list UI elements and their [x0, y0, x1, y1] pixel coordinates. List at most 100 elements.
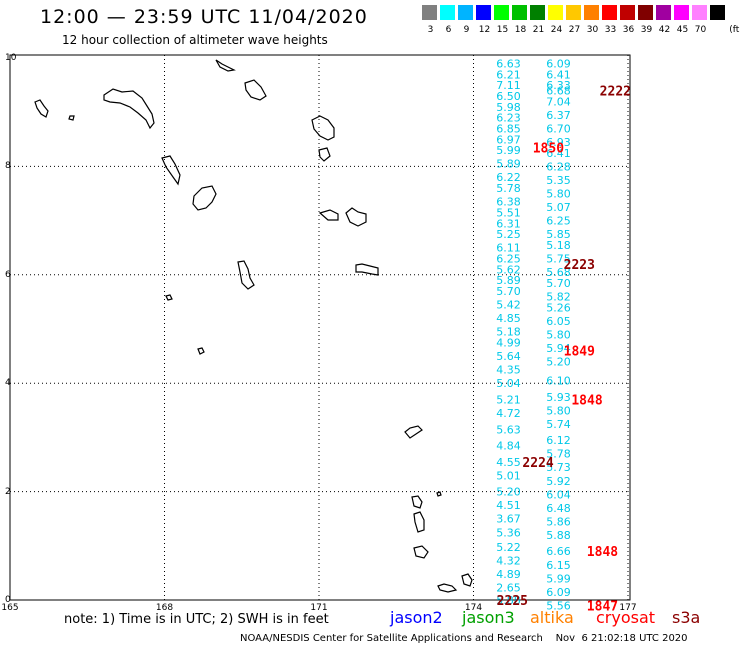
- satellite-jason3: jason3: [462, 608, 515, 627]
- wave-height-value: 6.12: [546, 434, 571, 447]
- wave-height-value: 5.22: [496, 541, 521, 554]
- longitude-label: 165: [1, 603, 19, 613]
- pass-time-label: 1849: [564, 345, 595, 360]
- wave-height-value: 5.74: [546, 418, 571, 431]
- scale-swatch: [710, 5, 725, 20]
- wave-height-value: 5.36: [496, 526, 521, 539]
- latitude-label: 10: [5, 53, 17, 63]
- island-outline: [413, 545, 429, 559]
- wave-height-value: 5.18: [496, 326, 521, 339]
- pass-time-label: 1848: [587, 545, 618, 560]
- wave-height-value: 4.35: [496, 364, 521, 377]
- scale-swatch: [656, 5, 671, 20]
- wave-height-value: 5.42: [496, 299, 521, 312]
- scale-label: 42: [658, 25, 671, 35]
- island-outline: [437, 583, 458, 593]
- wave-height-value: 5.01: [496, 469, 521, 482]
- island-outline: [461, 573, 473, 587]
- scale-swatch: [458, 5, 473, 20]
- island-outline: [34, 99, 49, 118]
- scale-label: 12: [478, 25, 491, 35]
- scale-swatch: [674, 5, 689, 20]
- wave-height-value: 5.92: [546, 475, 571, 488]
- wave-height-value: 6.33: [546, 79, 571, 92]
- wave-height-value: 5.51: [496, 206, 521, 219]
- wave-height-value: 6.66: [546, 545, 571, 558]
- island-outline: [345, 207, 367, 227]
- satellite-jason2: jason2: [390, 608, 443, 627]
- wave-height-value: 5.80: [546, 188, 571, 201]
- wave-height-value: 4.72: [496, 407, 521, 420]
- scale-label: 15: [496, 25, 509, 35]
- wave-height-value: 6.10: [546, 374, 571, 387]
- island-outline: [103, 88, 155, 130]
- island-outline: [237, 260, 255, 290]
- island-outline: [413, 511, 425, 533]
- latitude-label: 4: [5, 378, 11, 389]
- satellite-altika: altika: [530, 608, 574, 627]
- wave-height-value: 5.73: [546, 461, 571, 474]
- scale-swatch: [494, 5, 509, 20]
- wave-height-value: 6.09: [546, 586, 571, 599]
- scale-swatch: [692, 5, 707, 20]
- scale-swatch: [440, 5, 455, 20]
- wave-height-value: 4.84: [496, 440, 521, 453]
- wave-height-value: 5.20: [546, 356, 571, 369]
- map-subtitle: 12 hour collection of altimeter wave hei…: [62, 33, 328, 47]
- longitude-label: 177: [619, 603, 637, 613]
- scale-label: 39: [640, 25, 653, 35]
- island-outline: [161, 155, 181, 186]
- wave-height-value: 6.97: [496, 133, 521, 146]
- wave-height-value: 6.37: [546, 109, 571, 122]
- wave-height-value: 5.86: [546, 515, 571, 528]
- wave-height-value: 5.93: [546, 391, 571, 404]
- wave-height-value: 5.80: [546, 404, 571, 417]
- wave-height-value: 6.48: [546, 502, 571, 515]
- wave-height-value: 5.63: [496, 423, 521, 436]
- wave-height-value: 5.80: [546, 328, 571, 341]
- latitude-label: 0: [5, 595, 11, 605]
- wave-height-value: 5.99: [496, 144, 521, 157]
- wave-height-value: 5.04: [496, 377, 521, 390]
- wave-height-value: 4.32: [496, 554, 521, 567]
- wave-height-value: 5.35: [546, 174, 571, 187]
- wave-height-value: 6.28: [546, 160, 571, 173]
- longitude-label: 174: [464, 603, 483, 613]
- wave-height-value: 6.31: [496, 217, 521, 230]
- island-outline: [318, 147, 331, 162]
- island-outline: [215, 59, 236, 72]
- wave-height-value: 5.20: [496, 486, 521, 499]
- scale-swatch: [638, 5, 653, 20]
- island-outlines: [34, 59, 473, 593]
- island-outline: [165, 294, 173, 301]
- wave-height-value: 5.07: [546, 201, 571, 214]
- wave-height-value: 4.51: [496, 499, 521, 512]
- wave-height-value: 5.25: [496, 228, 521, 241]
- wave-height-value: 5.99: [546, 572, 571, 585]
- longitude-label: 171: [310, 603, 328, 613]
- wave-height-value: 5.18: [546, 239, 571, 252]
- wave-height-value: 5.62: [496, 263, 521, 276]
- latitude-label: 2: [5, 486, 11, 497]
- wave-height-value: 5.78: [496, 182, 521, 195]
- scale-swatch: [422, 5, 437, 20]
- pass-labels: 2222 1850 2223 1849 1848 2224 1848 2225 1847: [497, 85, 631, 615]
- pass-time-label: 1850: [533, 141, 564, 156]
- wave-height-value: 4.99: [496, 337, 521, 350]
- scale-label: 33: [604, 25, 617, 35]
- wave-height-value: 6.41: [546, 147, 571, 160]
- wave-height-value: 7.11: [496, 79, 521, 92]
- wave-height-value: 6.38: [496, 196, 521, 209]
- wave-height-value: 6.93: [546, 136, 571, 149]
- satellite-cryosat: cryosat: [596, 608, 656, 627]
- scale-label: 18: [514, 25, 527, 35]
- map-gridlines: [10, 55, 630, 600]
- wave-height-value: 6.25: [546, 215, 571, 228]
- scale-label: 6: [445, 25, 452, 35]
- wave-height-value: 5.98: [496, 101, 521, 114]
- wave-height-value: 5.56: [546, 599, 571, 612]
- island-outline: [355, 263, 379, 276]
- wave-height-value: 6.05: [546, 315, 571, 328]
- wave-height-value: 5.85: [546, 228, 571, 241]
- longitude-label: 168: [155, 603, 174, 613]
